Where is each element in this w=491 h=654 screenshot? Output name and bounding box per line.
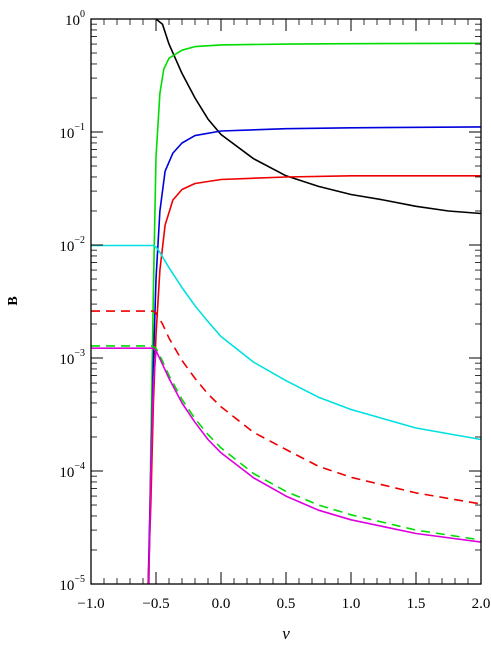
tick-layer — [90, 18, 482, 585]
y-axis-label: B — [6, 296, 21, 305]
x-tick-label: 1.0 — [342, 596, 361, 612]
y-tick-exponent: −4 — [74, 461, 85, 472]
x-tick-label: 2.0 — [472, 596, 491, 612]
series-line-7 — [91, 345, 481, 541]
x-tick-label: 0.5 — [277, 596, 296, 612]
series-line-3 — [147, 126, 481, 584]
x-axis-label: ν — [282, 624, 290, 643]
series-line-4 — [147, 175, 481, 584]
y-tick-base: 10 — [59, 126, 74, 142]
y-tick-base: 10 — [59, 578, 74, 594]
x-tick-label: 0.0 — [212, 596, 231, 612]
series-layer — [91, 19, 481, 584]
y-tick-exponent: −2 — [74, 235, 85, 246]
series-line-9 — [148, 350, 157, 584]
y-tick-base: 10 — [59, 352, 74, 368]
y-tick-label: 10−3 — [59, 348, 85, 368]
y-tick-exponent: −3 — [74, 348, 85, 359]
y-tick-exponent: −5 — [74, 574, 85, 585]
y-tick-label: 10−4 — [59, 461, 85, 481]
x-tick-label: −1.0 — [77, 596, 104, 612]
x-tick-label: −0.5 — [142, 596, 169, 612]
y-tick-base: 10 — [59, 465, 74, 481]
series-line-2 — [148, 42, 481, 584]
y-tick-label: 10−1 — [59, 122, 85, 142]
y-tick-exponent: −1 — [74, 122, 85, 133]
series-line-8 — [91, 347, 481, 543]
series-line-5 — [91, 244, 481, 441]
y-tick-base: 10 — [65, 13, 80, 29]
y-tick-label: 100 — [65, 9, 85, 29]
y-tick-exponent: 0 — [80, 9, 85, 20]
label-layer: −1.0 −0.5 0.0 0.5 1.0 1.5 2.010010−110−210−310… — [59, 9, 490, 612]
y-tick-base: 10 — [59, 239, 74, 255]
y-tick-label: 10−2 — [59, 235, 85, 255]
y-tick-label: 10−5 — [59, 574, 85, 594]
x-tick-label: 1.5 — [407, 596, 426, 612]
series-line-1 — [155, 19, 481, 215]
series-line-6 — [91, 310, 481, 505]
